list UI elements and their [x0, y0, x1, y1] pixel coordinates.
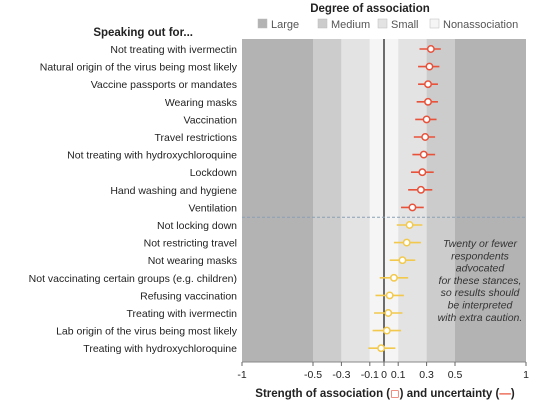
note-line: be interpreted [448, 300, 514, 312]
chart-title: Degree of association [310, 3, 430, 15]
estimate-marker-glyph: ◻ [390, 388, 400, 400]
estimate-point [384, 309, 393, 317]
note-line: advocated [456, 263, 506, 275]
estimate-point [416, 185, 425, 194]
row-label: Not treating with hydroxychloroquine [67, 150, 237, 162]
note-line: so results should [441, 287, 521, 299]
x-tick-label: 0.5 [448, 369, 463, 381]
row-label: Refusing vaccination [140, 290, 237, 302]
estimate-point [425, 62, 434, 71]
x-tick-label: 0 [381, 369, 387, 381]
x-axis: -1 -0.5 -0.3 -0.1 0 0.1 0.3 0.5 1 [237, 361, 529, 381]
row-label: Not locking down [157, 220, 237, 232]
estimate-point [426, 45, 435, 53]
estimate-point [421, 133, 430, 141]
band-small-left [341, 39, 370, 362]
note-line: respondents [451, 250, 510, 262]
band-medium-left [313, 39, 342, 362]
legend-swatch [257, 18, 268, 29]
row-label: Not restricting travel [144, 238, 237, 250]
band-large-left [242, 39, 313, 362]
estimate-point [402, 238, 411, 247]
band-medium-right [426, 39, 455, 362]
estimate-point [385, 291, 394, 300]
row-label: Not wearing masks [148, 255, 237, 267]
note-text: Twenty or fewer respondents advocated for t… [438, 238, 523, 324]
legend-label: Large [271, 19, 299, 31]
data-rows [368, 45, 441, 353]
uncertainty-marker-glyph: — [499, 388, 511, 400]
legend: Large Medium Small Nonassociation [257, 18, 518, 31]
legend-label: Medium [331, 19, 370, 31]
note-line: for these stances, [439, 275, 522, 287]
row-labels: Not treating with ivermectin Natural orig… [29, 44, 238, 355]
estimate-point [418, 168, 427, 177]
row-label: Ventilation [189, 202, 238, 214]
legend-label: Small [391, 19, 419, 31]
x-tick-label: 1 [523, 369, 529, 381]
row-header: Speaking out for... [93, 27, 193, 39]
row-label: Not treating with ivermectin [110, 44, 237, 56]
row-label: Wearing masks [165, 97, 237, 109]
x-axis-title-prefix: Strength of association ( [255, 388, 390, 400]
row-label: Treating with ivermectin [127, 308, 238, 320]
estimate-point [422, 115, 431, 124]
x-tick-label: 0.3 [419, 369, 434, 381]
gridlines [242, 39, 526, 362]
x-axis-title-mid: ) and uncertainty ( [400, 388, 500, 400]
x-tick-label: -0.1 [361, 369, 379, 381]
estimate-point [389, 273, 398, 282]
note-line: Twenty or fewer [443, 238, 517, 250]
estimate-point [377, 344, 386, 353]
estimate-point [419, 150, 428, 159]
row-label: Hand washing and hygiene [110, 185, 237, 197]
row-label: Treating with hydroxychloroquine [83, 343, 237, 355]
row-label: Vaccine passports or mandates [91, 79, 237, 91]
x-tick-label: -1 [237, 369, 246, 381]
row-label: Not vaccinating certain groups (e.g. chi… [29, 273, 237, 285]
row-label: Natural origin of the virus being most l… [40, 62, 238, 74]
estimate-point [408, 203, 417, 212]
row-label: Travel restrictions [155, 132, 237, 144]
legend-label: Nonassociation [443, 19, 518, 31]
row-label: Vaccination [183, 114, 237, 126]
row-label: Lockdown [190, 167, 237, 179]
row-label: Lab origin of the virus being most likel… [56, 326, 238, 338]
legend-swatch [429, 18, 440, 29]
estimate-point [424, 80, 432, 89]
legend-swatch [317, 18, 328, 29]
x-tick-label: -0.5 [304, 369, 322, 381]
x-axis-title-suffix: ) [511, 388, 515, 400]
band-large-right [455, 39, 526, 362]
legend-swatch [377, 18, 388, 29]
note-line: with extra caution. [438, 312, 523, 324]
estimate-point [398, 256, 407, 265]
x-axis-title: Strength of association (◻) and uncertai… [255, 388, 515, 400]
estimate-point [405, 221, 414, 229]
band-small-right [398, 39, 427, 362]
x-tick-label: 0.1 [391, 369, 406, 381]
x-tick-label: -0.3 [332, 369, 350, 381]
estimate-point [382, 326, 391, 335]
estimate-point [424, 97, 432, 106]
